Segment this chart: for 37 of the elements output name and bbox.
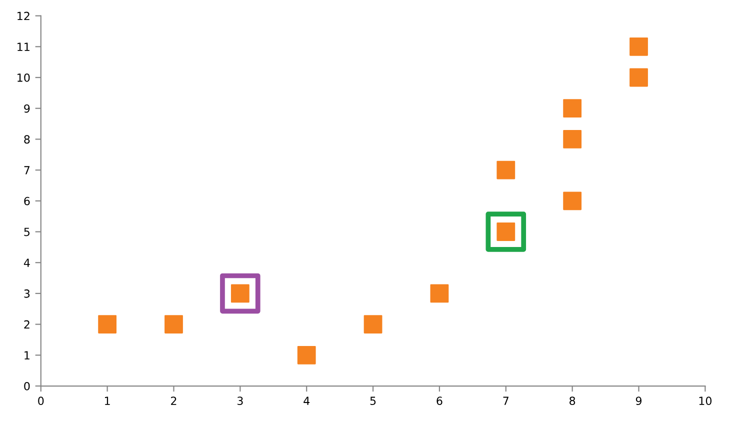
x-tick-label: 3 — [237, 396, 243, 406]
x-tick-label: 6 — [436, 396, 442, 406]
x-tick-label: 0 — [38, 396, 44, 406]
x-tick-label: 10 — [699, 396, 712, 406]
point — [220, 273, 260, 314]
y-tick-label: 0 — [24, 382, 30, 390]
y-tick-label: 1 — [24, 351, 30, 360]
point — [630, 68, 648, 87]
x-tick-label: 8 — [570, 396, 576, 406]
point — [364, 315, 382, 334]
y-tick-label: 11 — [18, 42, 30, 51]
point — [563, 192, 582, 210]
y-tick-label: 12 — [18, 12, 30, 20]
x-tick-label: 2 — [171, 396, 176, 405]
x-tick-label: 1 — [104, 396, 110, 405]
y-tick-label: 8 — [24, 135, 30, 144]
x-tick-label: 4 — [304, 396, 310, 405]
y-tick-label: 4 — [24, 258, 30, 267]
point — [563, 130, 582, 148]
point — [297, 346, 316, 364]
y-tick-label: 5 — [24, 228, 30, 236]
y-tick-label: 6 — [24, 196, 30, 206]
x-tick-label: 5 — [370, 396, 376, 406]
y-tick-label: 3 — [24, 289, 30, 298]
point — [164, 315, 183, 334]
point — [98, 315, 117, 334]
point — [430, 284, 449, 303]
x-tick-label: 9 — [636, 396, 642, 406]
point — [630, 37, 648, 56]
point — [486, 212, 526, 252]
point — [563, 99, 582, 118]
y-tick-label: 7 — [24, 166, 30, 174]
y-tick-label: 9 — [24, 104, 30, 113]
y-tick-label: 2 — [24, 320, 30, 329]
x-tick-label: 7 — [503, 396, 508, 405]
y-tick-label: 10 — [18, 73, 30, 82]
point — [496, 160, 516, 180]
